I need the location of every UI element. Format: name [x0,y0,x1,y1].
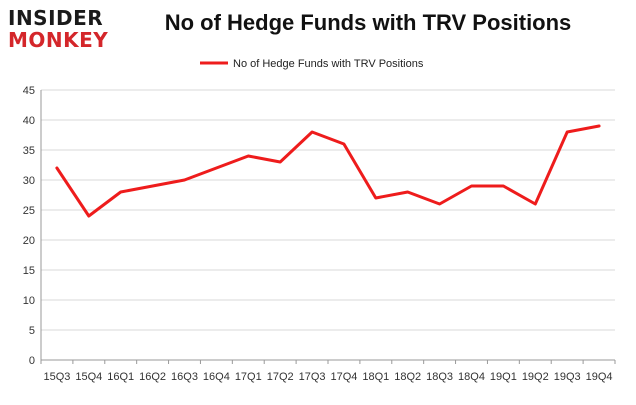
y-tick-label: 10 [23,295,35,307]
y-tick-labels: 0 5 10 15 20 25 30 35 40 45 [23,85,35,367]
y-tick-label: 20 [23,235,35,247]
y-tick-label: 45 [23,85,35,97]
y-tick-label: 25 [23,205,35,217]
x-tick-label: 17Q4 [330,371,357,383]
x-tick-label: 19Q4 [586,371,613,383]
x-tick-label: 19Q1 [490,371,517,383]
y-tick-label: 30 [23,175,35,187]
x-tick-label: 18Q2 [394,371,421,383]
legend: No of Hedge Funds with TRV Positions [200,58,424,70]
insider-monkey-logo: INSIDER MONKEY [8,4,120,52]
x-tick-label: 16Q2 [139,371,166,383]
logo-text-insider: INSIDER [8,6,104,30]
x-tick-label: 18Q1 [362,371,389,383]
logo-text-monkey: MONKEY [8,28,109,52]
chart-title: No of Hedge Funds with TRV Positions [164,10,572,35]
y-tick-label: 40 [23,115,35,127]
x-tick-label: 16Q4 [203,371,230,383]
series-lines [55,124,601,218]
x-tick-label: 19Q3 [554,371,581,383]
axes [40,90,616,364]
legend-label: No of Hedge Funds with TRV Positions [233,58,424,70]
y-tick-label: 15 [23,265,35,277]
x-tick-label: 18Q3 [426,371,453,383]
grid-lines [41,89,615,331]
x-tick-label: 17Q1 [235,371,262,383]
x-tick-label: 17Q3 [299,371,326,383]
y-tick-label: 5 [29,325,35,337]
x-tick-label: 19Q2 [522,371,549,383]
x-tick-label: 17Q2 [267,371,294,383]
plot-background [41,90,615,360]
y-tick-label: 0 [29,355,35,367]
series-line [55,124,601,218]
x-tick-label: 16Q3 [171,371,198,383]
y-tick-label: 35 [23,145,35,157]
x-tick-label: 16Q1 [107,371,134,383]
x-tick-label: 18Q4 [458,371,485,383]
x-tick-labels: 15Q3 15Q4 16Q1 16Q2 16Q3 16Q4 17Q1 17Q2 17Q3 17Q4… [43,371,612,383]
x-tick-label: 15Q3 [43,371,70,383]
x-tick-label: 15Q4 [75,371,102,383]
